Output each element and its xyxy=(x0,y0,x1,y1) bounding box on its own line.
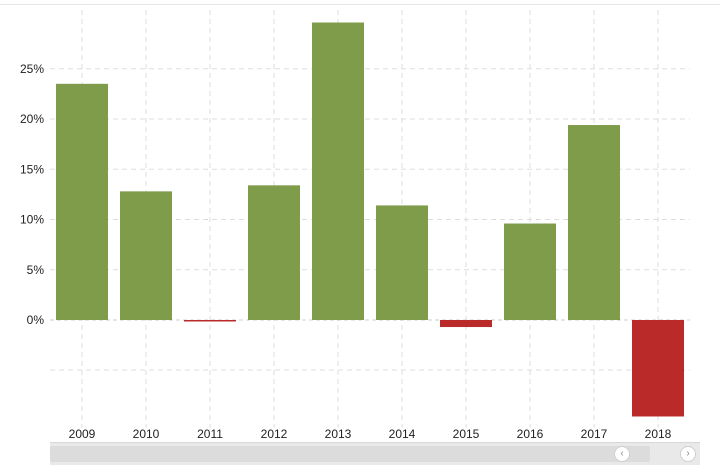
y-axis-ticks: 0% 5% 10% 15% 20% 25% xyxy=(20,62,44,327)
scrollbar-thumb[interactable] xyxy=(50,446,650,462)
y-tick-label: 20% xyxy=(20,112,44,126)
top-border xyxy=(0,0,720,5)
x-axis-ticks: 2009 2010 2011 2012 2013 2014 2015 2016 2017 2018 xyxy=(69,427,672,441)
x-tick-label: 2010 xyxy=(133,427,160,441)
x-tick-label: 2014 xyxy=(389,427,416,441)
y-tick-label: 5% xyxy=(27,263,45,277)
y-tick-label: 15% xyxy=(20,162,44,176)
x-tick-label: 2017 xyxy=(581,427,608,441)
y-tick-label: 10% xyxy=(20,213,44,227)
bar-2018[interactable] xyxy=(632,320,684,417)
x-tick-label: 2018 xyxy=(645,427,672,441)
chart-scrollbar[interactable] xyxy=(50,442,700,465)
x-tick-label: 2016 xyxy=(517,427,544,441)
x-tick-label: 2015 xyxy=(453,427,480,441)
chevron-right-icon[interactable]: › xyxy=(680,446,696,462)
bar-2013[interactable] xyxy=(312,22,364,321)
y-tick-label: 0% xyxy=(27,313,45,327)
bar-2009[interactable] xyxy=(56,83,108,320)
y-tick-label: 25% xyxy=(20,62,44,76)
x-tick-label: 2012 xyxy=(261,427,288,441)
bar-2011[interactable] xyxy=(184,320,236,322)
bar-2010[interactable] xyxy=(120,191,172,320)
bar-2014[interactable] xyxy=(376,205,428,320)
bar-2016[interactable] xyxy=(504,223,556,320)
bar-2015[interactable] xyxy=(440,320,492,328)
bar-layer xyxy=(56,22,684,417)
x-tick-label: 2013 xyxy=(325,427,352,441)
chevron-left-icon[interactable]: ‹ xyxy=(614,446,630,462)
bar-2017[interactable] xyxy=(568,125,620,320)
x-tick-label: 2009 xyxy=(69,427,96,441)
bar-2012[interactable] xyxy=(248,185,300,320)
x-tick-label: 2011 xyxy=(197,427,223,441)
